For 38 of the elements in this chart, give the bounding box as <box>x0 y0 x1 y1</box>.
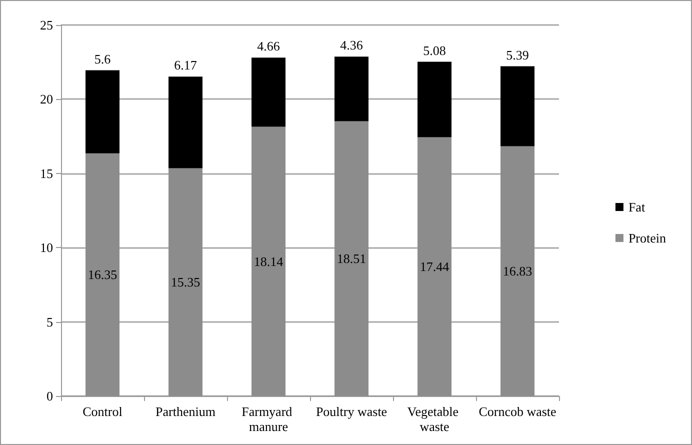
data-label: 6.17 <box>174 58 198 73</box>
data-label: 4.66 <box>257 38 280 54</box>
data-label: 5.6 <box>94 51 112 66</box>
bar <box>86 153 120 396</box>
bar <box>168 168 202 396</box>
bar <box>418 62 452 138</box>
bar <box>334 56 368 122</box>
y-tick-label: 10 <box>40 240 53 256</box>
y-tick-label: 20 <box>40 92 53 107</box>
y-tick-label: 0 <box>46 388 53 404</box>
data-label: 16.83 <box>502 264 532 279</box>
y-tick-label: 5 <box>46 314 53 330</box>
data-label: 17.44 <box>420 259 450 274</box>
x-tick-label: Corncob waste <box>478 404 557 419</box>
bar <box>334 121 368 396</box>
data-label: 18.51 <box>336 251 366 266</box>
bar <box>252 58 286 127</box>
data-label: 16.35 <box>88 267 118 282</box>
y-tick-label: 25 <box>40 18 53 32</box>
x-tick-label: Control <box>82 404 123 419</box>
bar <box>252 126 286 396</box>
x-tick-label: Poultry waste <box>316 404 388 419</box>
bar <box>86 70 120 154</box>
x-tick-label: Farmyard manure <box>242 404 296 434</box>
data-label: 15.35 <box>170 274 200 290</box>
bar <box>500 66 534 146</box>
legend-label: Fat <box>628 200 646 214</box>
data-label: 4.36 <box>340 38 364 53</box>
x-tick-label: Parthenium <box>156 404 216 419</box>
data-label: 5.08 <box>423 42 446 58</box>
bar <box>418 137 452 396</box>
data-label: 5.39 <box>506 47 529 62</box>
data-label: 18.14 <box>254 254 284 269</box>
x-tick-label: Vegetable waste <box>407 404 462 434</box>
y-tick-label: 15 <box>40 166 53 181</box>
bar <box>168 76 202 168</box>
bar <box>500 146 534 396</box>
legend-label: Protein <box>628 230 666 246</box>
